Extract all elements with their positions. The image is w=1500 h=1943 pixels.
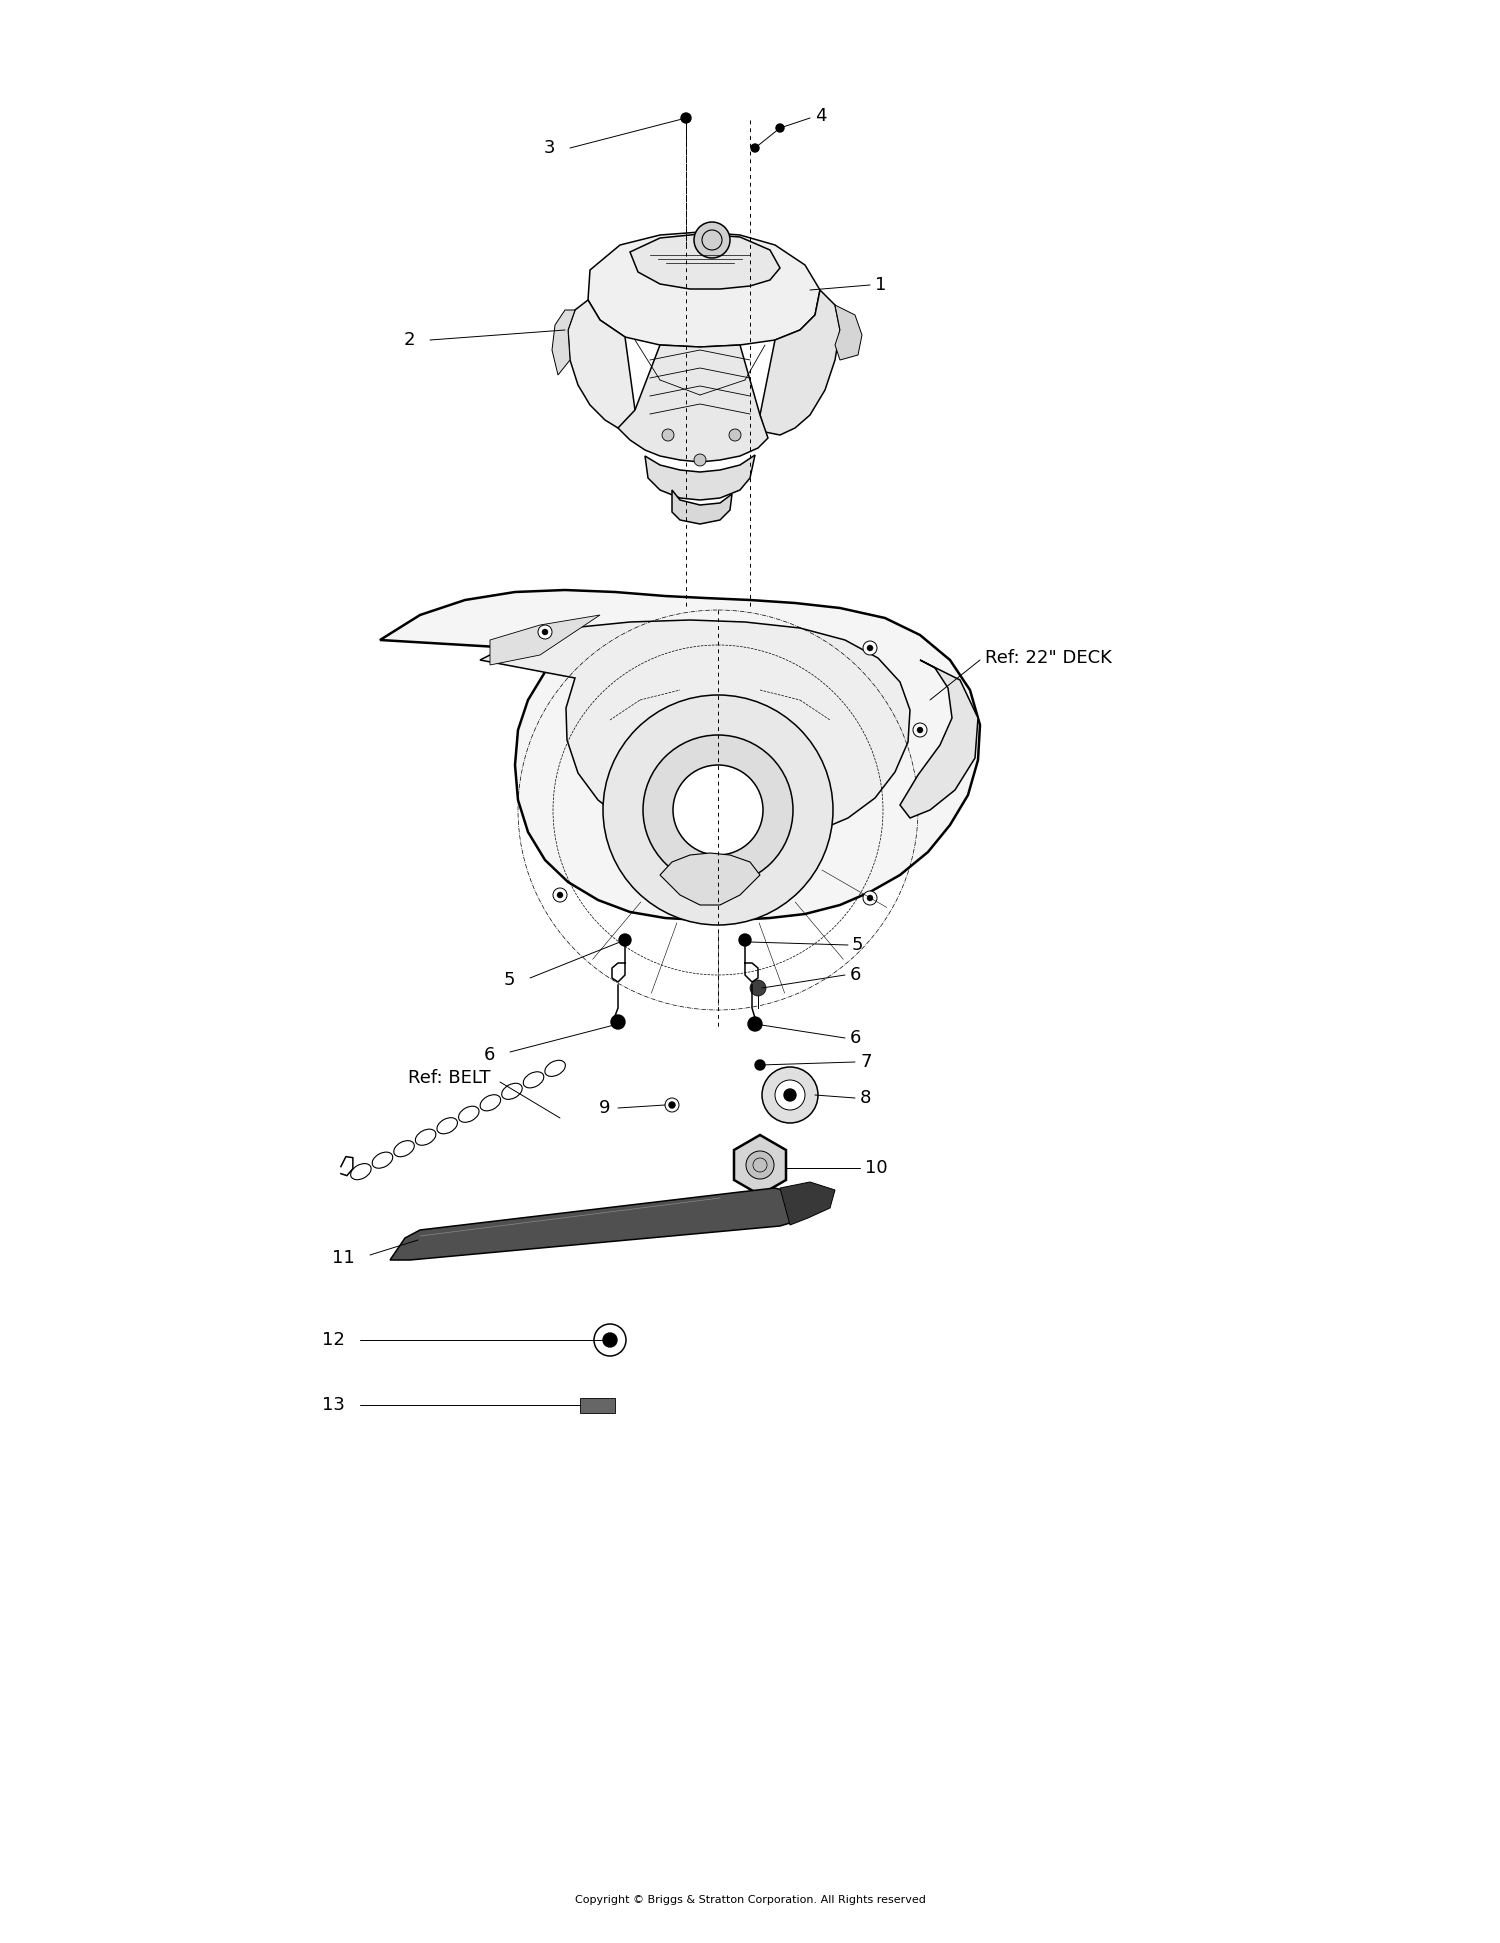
Polygon shape xyxy=(490,616,600,665)
Text: Ref: BELT: Ref: BELT xyxy=(408,1069,491,1086)
Circle shape xyxy=(746,1150,774,1179)
Text: 11: 11 xyxy=(333,1249,356,1267)
Text: 12: 12 xyxy=(322,1331,345,1348)
Circle shape xyxy=(776,1080,806,1109)
Circle shape xyxy=(603,1333,616,1346)
Polygon shape xyxy=(390,1187,808,1259)
Circle shape xyxy=(610,1014,626,1030)
Text: Ref: 22" DECK: Ref: 22" DECK xyxy=(986,649,1112,666)
Circle shape xyxy=(748,1016,762,1032)
Text: 4: 4 xyxy=(815,107,827,124)
Polygon shape xyxy=(630,233,780,290)
Polygon shape xyxy=(780,1181,836,1224)
Circle shape xyxy=(754,1061,765,1071)
Circle shape xyxy=(681,113,692,122)
Circle shape xyxy=(644,734,794,884)
Circle shape xyxy=(694,222,730,258)
Circle shape xyxy=(914,723,927,736)
Circle shape xyxy=(542,630,548,635)
Polygon shape xyxy=(900,661,978,818)
Polygon shape xyxy=(734,1135,786,1195)
Text: 13: 13 xyxy=(322,1395,345,1415)
Text: 9: 9 xyxy=(598,1100,610,1117)
Text: 3: 3 xyxy=(543,140,555,157)
Polygon shape xyxy=(618,346,768,462)
Circle shape xyxy=(776,124,784,132)
Circle shape xyxy=(556,892,562,898)
Circle shape xyxy=(752,144,759,152)
Text: 7: 7 xyxy=(859,1053,871,1071)
Polygon shape xyxy=(836,305,862,359)
Polygon shape xyxy=(568,299,634,427)
Polygon shape xyxy=(672,490,732,525)
Circle shape xyxy=(594,1323,626,1356)
Text: 2: 2 xyxy=(404,330,416,350)
Circle shape xyxy=(538,626,552,639)
Circle shape xyxy=(862,892,877,905)
Text: 5: 5 xyxy=(504,972,515,989)
Circle shape xyxy=(694,455,706,466)
Circle shape xyxy=(662,429,674,441)
Text: 6: 6 xyxy=(483,1045,495,1065)
Text: 8: 8 xyxy=(859,1088,871,1108)
Polygon shape xyxy=(588,231,820,348)
Text: 1: 1 xyxy=(874,276,886,293)
Text: 6: 6 xyxy=(850,966,861,983)
Polygon shape xyxy=(480,620,910,843)
Text: 6: 6 xyxy=(850,1030,861,1047)
Circle shape xyxy=(620,935,632,946)
Circle shape xyxy=(674,766,764,855)
Circle shape xyxy=(784,1088,796,1102)
Circle shape xyxy=(750,979,766,997)
Circle shape xyxy=(740,935,752,946)
Circle shape xyxy=(603,696,832,925)
Circle shape xyxy=(729,429,741,441)
Polygon shape xyxy=(380,591,980,919)
Polygon shape xyxy=(660,853,760,905)
Circle shape xyxy=(762,1067,818,1123)
Circle shape xyxy=(862,641,877,655)
Text: Copyright © Briggs & Stratton Corporation. All Rights reserved: Copyright © Briggs & Stratton Corporatio… xyxy=(574,1894,926,1904)
Text: 5: 5 xyxy=(852,937,864,954)
Circle shape xyxy=(554,888,567,902)
Text: 10: 10 xyxy=(865,1160,888,1177)
Circle shape xyxy=(867,896,873,902)
Polygon shape xyxy=(580,1399,615,1413)
Polygon shape xyxy=(645,455,754,499)
Polygon shape xyxy=(552,311,574,375)
Circle shape xyxy=(669,1102,675,1108)
Polygon shape xyxy=(760,290,840,435)
Circle shape xyxy=(867,645,873,651)
Circle shape xyxy=(916,727,922,733)
